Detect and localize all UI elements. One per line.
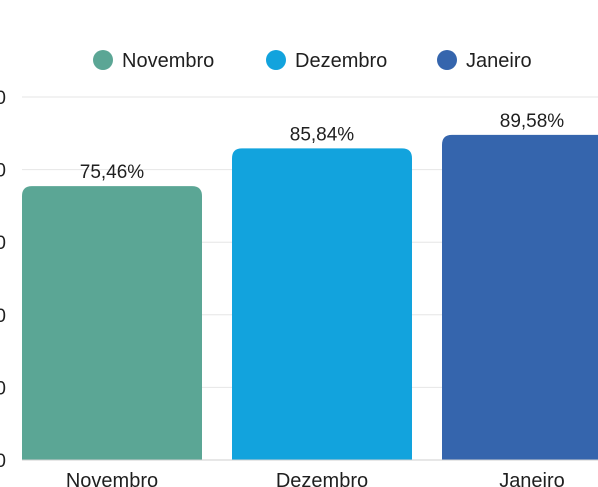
legend-label: Dezembro	[295, 50, 387, 72]
value-labels: 75,46% 85,84% 89,58%	[80, 111, 565, 183]
legend-label: Novembro	[122, 50, 214, 72]
value-label: 75,46%	[80, 162, 145, 183]
value-label: 85,84%	[290, 124, 355, 145]
bar-novembro	[22, 186, 202, 460]
x-axis-categories: Novembro Dezembro Janeiro	[66, 470, 565, 487]
bar-dezembro	[232, 148, 412, 460]
x-tick-label: Janeiro	[499, 470, 565, 487]
y-tick-label: 0	[0, 233, 6, 254]
y-tick-label: 0	[0, 451, 6, 472]
y-tick-label: 0	[0, 306, 6, 327]
legend: Novembro Dezembro Janeiro	[93, 50, 532, 72]
legend-swatch	[266, 50, 286, 70]
x-tick-label: Dezembro	[276, 470, 368, 487]
y-axis-ticks: 0 0 0 0 0 0	[0, 88, 6, 472]
legend-label: Janeiro	[466, 50, 532, 72]
bar-janeiro	[442, 134, 598, 460]
x-tick-label: Novembro	[66, 470, 158, 487]
value-label: 89,58%	[500, 111, 565, 132]
bars	[22, 134, 598, 460]
legend-swatch	[437, 50, 457, 70]
legend-swatch	[93, 50, 113, 70]
y-tick-label: 0	[0, 88, 6, 109]
y-tick-label: 0	[0, 161, 6, 182]
y-tick-label: 0	[0, 378, 6, 399]
